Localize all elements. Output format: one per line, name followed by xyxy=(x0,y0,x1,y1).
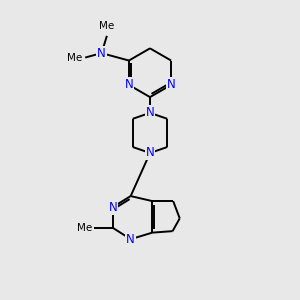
Text: N: N xyxy=(109,201,117,214)
Text: N: N xyxy=(167,78,176,92)
Text: N: N xyxy=(124,78,133,92)
Text: Me: Me xyxy=(67,52,82,63)
Text: Me: Me xyxy=(77,223,92,233)
Text: N: N xyxy=(146,146,154,160)
Text: N: N xyxy=(126,233,135,246)
Text: N: N xyxy=(146,106,154,119)
Text: N: N xyxy=(97,46,106,60)
Text: Me: Me xyxy=(99,20,115,31)
